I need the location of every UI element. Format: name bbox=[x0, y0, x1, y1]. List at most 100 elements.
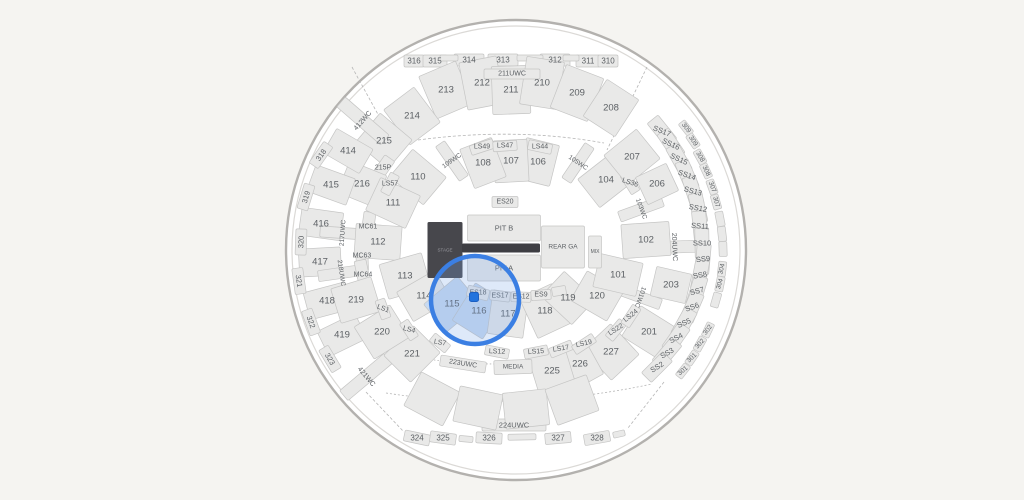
section-318[interactable] bbox=[309, 141, 333, 169]
section-220[interactable] bbox=[354, 304, 410, 360]
section-326[interactable] bbox=[475, 431, 503, 445]
section-308-2[interactable] bbox=[699, 162, 713, 180]
section-328-shape[interactable] bbox=[583, 430, 611, 446]
section-box-15-shape[interactable] bbox=[612, 429, 626, 439]
section-321[interactable] bbox=[291, 267, 307, 295]
section-415[interactable] bbox=[306, 164, 356, 206]
section-109wc[interactable] bbox=[435, 140, 469, 182]
section-ls44-shape[interactable] bbox=[527, 139, 553, 155]
section-box-8[interactable] bbox=[551, 285, 567, 297]
section-307-shape[interactable] bbox=[705, 178, 719, 196]
section-ls24[interactable] bbox=[621, 304, 641, 328]
section-ls15-shape[interactable] bbox=[523, 344, 549, 360]
section-302-2-shape[interactable] bbox=[693, 335, 707, 353]
section-box-6[interactable] bbox=[502, 388, 550, 430]
section-304-2[interactable] bbox=[714, 275, 726, 293]
section-308-2-shape[interactable] bbox=[699, 162, 713, 180]
section-206[interactable] bbox=[635, 163, 679, 205]
section-223uwc[interactable] bbox=[439, 354, 487, 374]
section-box-14-shape[interactable] bbox=[458, 435, 474, 443]
section-219-shape[interactable] bbox=[330, 276, 382, 324]
section-es17[interactable] bbox=[489, 289, 511, 303]
section-206-shape[interactable] bbox=[635, 163, 679, 205]
section-320[interactable] bbox=[294, 228, 308, 256]
section-101[interactable] bbox=[592, 253, 644, 297]
section-ls1-shape[interactable] bbox=[374, 297, 392, 321]
section-ls7-shape[interactable] bbox=[429, 333, 451, 353]
section-box-6-shape[interactable] bbox=[502, 388, 550, 430]
section-102-shape[interactable] bbox=[620, 221, 672, 259]
section-323-shape[interactable] bbox=[318, 345, 342, 373]
section-412wc-shape[interactable] bbox=[337, 97, 389, 145]
section-ls17[interactable] bbox=[548, 339, 574, 359]
section-302-shape[interactable] bbox=[701, 321, 715, 339]
section-111-shape[interactable] bbox=[365, 177, 421, 229]
section-ls4[interactable] bbox=[399, 319, 419, 341]
section-321-shape[interactable] bbox=[291, 267, 307, 295]
section-326-shape[interactable] bbox=[475, 431, 503, 445]
section-ls57[interactable] bbox=[380, 172, 400, 196]
section-ls19[interactable] bbox=[571, 333, 597, 355]
section-es17-shape[interactable] bbox=[489, 289, 511, 303]
section-rear-ga[interactable] bbox=[541, 225, 585, 269]
section-es20-shape[interactable] bbox=[491, 196, 519, 208]
section-211uwc[interactable] bbox=[483, 68, 541, 80]
section-310-shape[interactable] bbox=[597, 54, 619, 68]
section-325-shape[interactable] bbox=[429, 430, 457, 446]
section-307-2-shape[interactable] bbox=[710, 193, 722, 211]
section-207-shape[interactable] bbox=[603, 129, 661, 185]
section-208[interactable] bbox=[583, 79, 639, 137]
section-414-shape[interactable] bbox=[323, 128, 373, 174]
section-box-3-shape[interactable] bbox=[562, 54, 580, 62]
section-box-14[interactable] bbox=[458, 435, 474, 443]
section-219[interactable] bbox=[330, 276, 382, 324]
section-211uwc-shape[interactable] bbox=[483, 68, 541, 80]
section-203-shape[interactable] bbox=[650, 266, 692, 304]
section-ss2-shape[interactable] bbox=[641, 351, 673, 383]
section-328[interactable] bbox=[583, 430, 611, 446]
section-rear-ga-shape[interactable] bbox=[541, 225, 585, 269]
section-301[interactable] bbox=[684, 349, 700, 367]
section-box-4[interactable] bbox=[403, 372, 461, 426]
section-310[interactable] bbox=[597, 54, 619, 68]
section-301-2-shape[interactable] bbox=[675, 362, 691, 380]
section-ls7[interactable] bbox=[429, 333, 451, 353]
section-327[interactable] bbox=[544, 431, 572, 445]
section-box-5-shape[interactable] bbox=[452, 385, 504, 431]
selected-seat-marker-icon[interactable] bbox=[469, 292, 479, 302]
section-208-shape[interactable] bbox=[583, 79, 639, 137]
section-207[interactable] bbox=[603, 129, 661, 185]
section-323[interactable] bbox=[318, 345, 342, 373]
section-box-13[interactable] bbox=[507, 433, 537, 441]
section-ls12[interactable] bbox=[484, 344, 510, 360]
section-322-shape[interactable] bbox=[301, 307, 321, 337]
section-box-4-shape[interactable] bbox=[403, 372, 461, 426]
section-322[interactable] bbox=[301, 307, 321, 337]
section-box-15[interactable] bbox=[612, 429, 626, 439]
section-112[interactable] bbox=[353, 223, 403, 261]
section-box-shape[interactable] bbox=[439, 54, 459, 62]
section-307-2[interactable] bbox=[710, 193, 722, 211]
section-ss2[interactable] bbox=[641, 351, 673, 383]
section-box-13-shape[interactable] bbox=[507, 433, 537, 441]
section-102[interactable] bbox=[620, 221, 672, 259]
section-ls1[interactable] bbox=[374, 297, 392, 321]
section-box-12[interactable] bbox=[710, 291, 722, 309]
section-pit-b[interactable] bbox=[467, 214, 541, 242]
section-box-7-shape[interactable] bbox=[544, 374, 600, 426]
section-203[interactable] bbox=[650, 266, 692, 304]
section-box-11-shape[interactable] bbox=[718, 241, 728, 257]
section-412wc[interactable] bbox=[337, 97, 389, 145]
section-ls47-shape[interactable] bbox=[492, 139, 518, 153]
selected-seat-marker[interactable] bbox=[469, 292, 479, 302]
section-320-shape[interactable] bbox=[294, 228, 308, 256]
section-105wc-shape[interactable] bbox=[561, 142, 595, 184]
section-box[interactable] bbox=[439, 54, 459, 62]
section-pit-b-shape[interactable] bbox=[467, 214, 541, 242]
section-301-shape[interactable] bbox=[684, 349, 700, 367]
section-415-shape[interactable] bbox=[306, 164, 356, 206]
section-414[interactable] bbox=[323, 128, 373, 174]
section-307[interactable] bbox=[705, 178, 719, 196]
section-220-shape[interactable] bbox=[354, 304, 410, 360]
section-111[interactable] bbox=[365, 177, 421, 229]
